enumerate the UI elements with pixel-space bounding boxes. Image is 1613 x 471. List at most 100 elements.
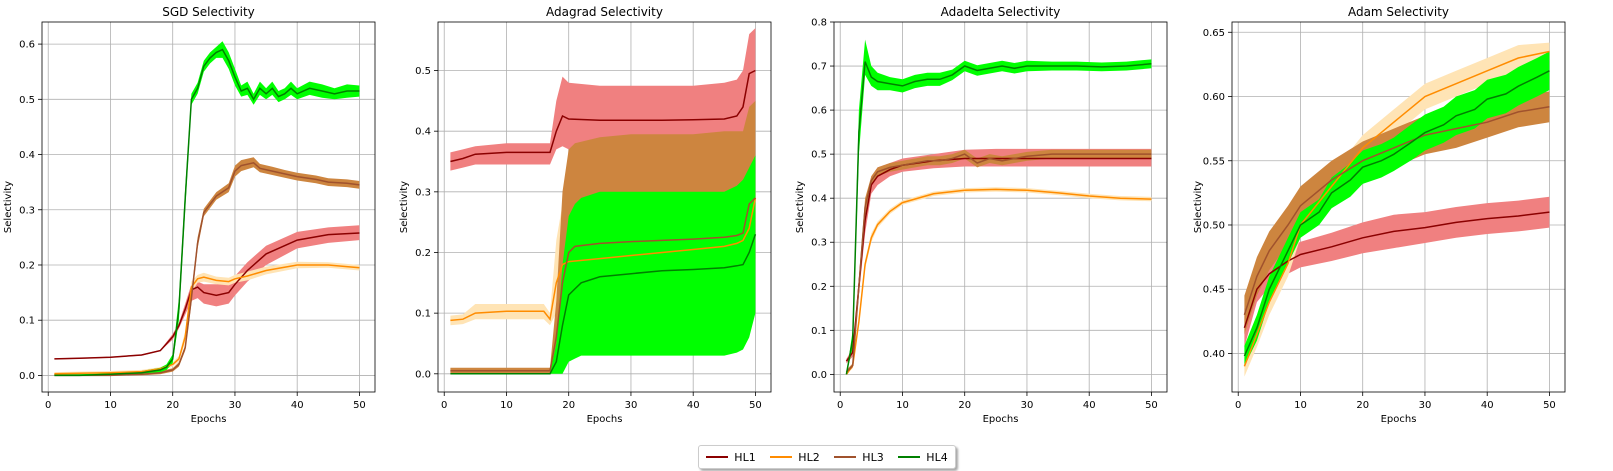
y-axis-label: Selectivity (399, 181, 410, 233)
y-tick-label: 0.2 (19, 260, 35, 271)
x-tick-label: 50 (353, 400, 366, 411)
legend: HL1 HL2 HL3 HL4 (698, 445, 956, 469)
chart-panel-3: 0 10 20 30 40 50 0.0 0.1 0.2 0.3 0.4 0.5 0.6 0.7 0.8 Ad… (795, 5, 1168, 425)
y-tick-label: 0.45 (1203, 285, 1225, 296)
legend-item-hl3: HL3 (834, 450, 884, 464)
x-tick-label: 50 (749, 400, 762, 411)
x-tick-label: 50 (1543, 400, 1556, 411)
y-tick-label: 0.0 (415, 369, 431, 380)
legend-label-hl1: HL1 (734, 450, 756, 464)
y-tick-label: 0.5 (811, 150, 827, 161)
legend-item-hl2: HL2 (770, 450, 820, 464)
y-tick-label: 0.2 (811, 282, 827, 293)
axes-frame (1231, 21, 1566, 393)
axes-frame (833, 21, 1168, 393)
chart-panel-4: 0 10 20 30 40 50 0.40 0.45 0.50 0.55 0.60 0.65 Adam … (1193, 5, 1566, 425)
x-axis-label: Epochs (191, 414, 227, 425)
x-axis-label: Epochs (587, 414, 623, 425)
x-axis-label: Epochs (983, 414, 1019, 425)
series-line-hl2 (450, 197, 757, 322)
legend-item-hl1: HL1 (706, 450, 756, 464)
legend-swatch-hl4 (898, 456, 921, 458)
y-tick-label: 0.50 (1203, 220, 1225, 231)
legend-swatch-hl1 (706, 456, 729, 458)
y-tick-label: 0.8 (811, 18, 827, 29)
x-tick-label: 0 (441, 400, 447, 411)
y-axis-label: Selectivity (1193, 181, 1204, 233)
band-hl1 (1244, 196, 1550, 347)
band-hl1 (846, 148, 1152, 364)
band-hl3 (54, 157, 360, 376)
y-tick-label: 0.0 (19, 371, 35, 382)
series-line-hl4 (450, 234, 757, 375)
x-tick-label: 40 (1481, 400, 1494, 411)
x-tick-label: 30 (1419, 400, 1432, 411)
y-axis-label: Selectivity (795, 181, 806, 233)
x-tick-label: 30 (229, 400, 242, 411)
x-tick-label: 40 (291, 400, 304, 411)
band-hl2 (846, 187, 1152, 375)
chart-title: Adagrad Selectivity (546, 5, 663, 19)
x-tick-label: 40 (1083, 400, 1096, 411)
band-hl1 (54, 225, 360, 360)
chart-panel-1: 0 10 20 30 40 50 0.0 0.1 0.2 0.3 0.4 0.5 0.6 SGD Sele… (3, 5, 376, 425)
legend-label-hl3: HL3 (862, 450, 884, 464)
x-tick-label: 0 (837, 400, 843, 411)
series-line-hl3 (450, 197, 756, 372)
x-tick-label: 50 (1145, 400, 1158, 411)
x-tick-label: 0 (45, 400, 51, 411)
axes-frame (41, 21, 376, 393)
chart-title: Adam Selectivity (1348, 5, 1449, 19)
series-line-hl1 (54, 232, 360, 360)
series-line-hl2 (845, 188, 1152, 375)
band-hl3 (846, 149, 1152, 375)
x-tick-label: 40 (687, 400, 700, 411)
series-line-hl4 (1243, 70, 1550, 357)
y-tick-label: 0.7 (811, 62, 827, 73)
legend-swatch-hl2 (770, 456, 793, 458)
y-tick-label: 0.1 (19, 316, 35, 327)
x-tick-label: 20 (958, 400, 971, 411)
chart-title: Adadelta Selectivity (941, 5, 1061, 19)
series-line-hl2 (1243, 50, 1550, 367)
series-line-hl3 (845, 153, 1152, 373)
series-line-hl4 (845, 61, 1152, 375)
legend-swatch-hl3 (834, 456, 857, 458)
y-tick-label: 0.3 (19, 205, 35, 216)
x-tick-label: 0 (1235, 400, 1241, 411)
series-line-hl2 (54, 264, 360, 375)
y-tick-label: 0.3 (811, 238, 827, 249)
y-tick-label: 0.55 (1203, 156, 1225, 167)
x-tick-label: 20 (166, 400, 179, 411)
y-tick-label: 0.4 (811, 194, 827, 205)
y-tick-label: 0.4 (415, 127, 431, 138)
series-line-hl4 (54, 48, 360, 377)
y-tick-label: 0.5 (415, 66, 431, 77)
series-line-hl1 (1243, 211, 1550, 329)
legend-label-hl2: HL2 (798, 450, 820, 464)
x-tick-label: 30 (1021, 400, 1034, 411)
x-tick-label: 10 (896, 400, 909, 411)
x-tick-label: 10 (500, 400, 513, 411)
x-tick-label: 10 (104, 400, 117, 411)
y-tick-label: 0.2 (415, 248, 431, 259)
series-line-hl3 (1243, 106, 1550, 316)
band-hl4 (846, 39, 1152, 375)
x-tick-label: 30 (625, 400, 638, 411)
y-tick-label: 0.6 (811, 106, 827, 117)
chart-panel-2: 0 10 20 30 40 50 0.0 0.1 0.2 0.3 0.4 0.5 Adagrad Sel… (399, 5, 772, 425)
y-axis-label: Selectivity (3, 181, 14, 233)
x-tick-label: 20 (562, 400, 575, 411)
axes-frame (437, 21, 772, 393)
y-tick-label: 0.6 (19, 40, 35, 51)
y-tick-label: 0.40 (1203, 349, 1225, 360)
y-tick-label: 0.60 (1203, 92, 1225, 103)
band-hl4 (450, 155, 756, 374)
y-tick-label: 0.0 (811, 370, 827, 381)
legend-item-hl4: HL4 (898, 451, 948, 464)
band-hl4 (1244, 51, 1550, 367)
series-line-hl1 (450, 69, 756, 163)
y-tick-label: 0.5 (19, 95, 35, 106)
chart-title: SGD Selectivity (162, 5, 255, 19)
